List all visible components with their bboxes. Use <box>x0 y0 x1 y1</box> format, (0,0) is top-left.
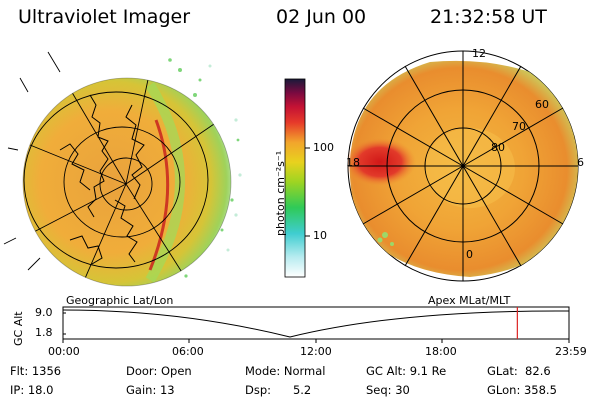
status-dsp: Dsp: 5.2 <box>245 383 312 397</box>
status-door: Door: Open <box>126 364 192 378</box>
altitude-plot <box>62 306 570 343</box>
date-label: 02 Jun 00 <box>276 6 367 28</box>
time-tick-2359: 23:59 <box>555 345 587 358</box>
altitude-axis-label: GC Alt <box>12 311 25 346</box>
left-panel-caption: Geographic Lat/Lon <box>66 294 174 307</box>
status-ip: IP: 18.0 <box>10 383 54 397</box>
status-gc-altitude: GC Alt: 9.1 Re <box>366 364 447 378</box>
status-gain: Gain: 13 <box>126 383 175 397</box>
time-tick-0000: 00:00 <box>48 345 80 358</box>
colorbar-tick-10: 10 <box>313 229 327 242</box>
time-tick-1200: 12:00 <box>300 345 332 358</box>
mlt-label-6: 6 <box>577 156 584 169</box>
status-mode: Mode: Normal <box>245 364 326 378</box>
status-geo-longitude: GLon: 358.5 <box>487 383 557 397</box>
status-sequence: Seq: 30 <box>366 383 410 397</box>
mlat-label-80: 80 <box>491 141 505 154</box>
left-auroral-image <box>22 58 242 287</box>
mlt-label-0: 0 <box>466 248 473 261</box>
left-outer-grid <box>3 51 61 271</box>
mlt-label-18: 18 <box>346 156 360 169</box>
status-geo-latitude: GLat: 82.6 <box>487 364 551 378</box>
time-tick-1800: 18:00 <box>425 345 457 358</box>
right-panel-caption: Apex MLat/MLT <box>428 294 511 307</box>
mlt-label-12: 12 <box>472 47 486 60</box>
time-tick-0600: 06:00 <box>172 345 204 358</box>
altitude-ytick-min: 1.8 <box>35 326 53 339</box>
red-intensity-patch <box>348 138 416 186</box>
colorbar-unit-label: photon cm⁻²s⁻¹ <box>274 150 287 236</box>
mlat-label-60: 60 <box>535 98 549 111</box>
altitude-ytick-max: 9.0 <box>35 306 53 319</box>
colorbar <box>284 78 306 278</box>
colorbar-tick-100: 100 <box>313 141 334 154</box>
time-label: 21:32:58 UT <box>430 6 547 28</box>
mlat-grid <box>348 51 578 281</box>
instrument-title: Ultraviolet Imager <box>18 6 191 28</box>
status-flight: Flt: 1356 <box>10 364 62 378</box>
mlat-label-70: 70 <box>512 120 526 133</box>
right-auroral-image <box>347 50 579 282</box>
